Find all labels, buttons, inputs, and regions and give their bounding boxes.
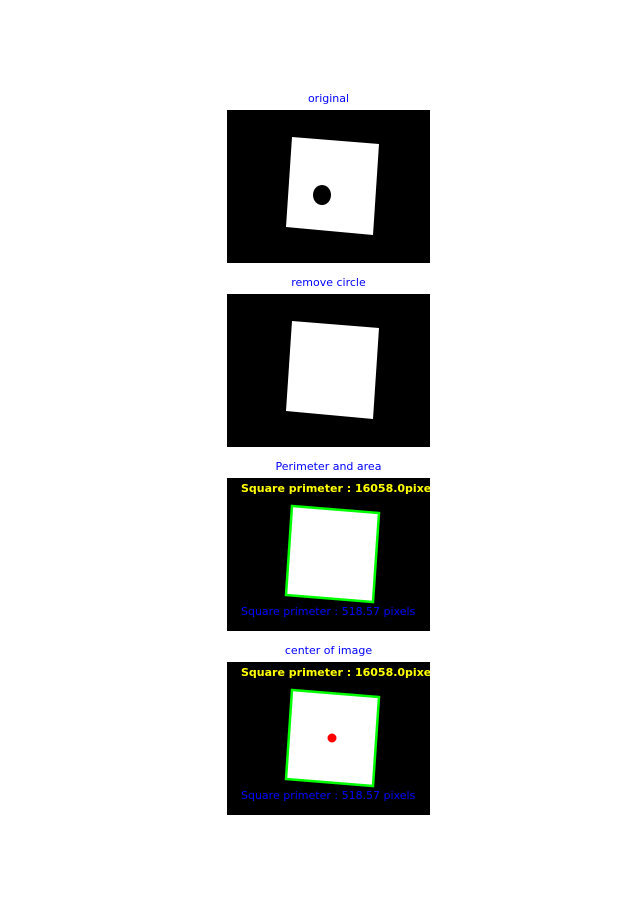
panel-image-remove-circle xyxy=(227,294,430,447)
panel-title-center-of-image: center of image xyxy=(284,644,373,657)
original-image-svg xyxy=(286,137,379,235)
panel-image-original xyxy=(227,110,430,263)
white-square xyxy=(286,137,379,235)
overlay-bottom-text: Square primeter : 518.57 pixels xyxy=(241,605,416,618)
red-centroid-dot xyxy=(327,733,337,743)
panel-image-perimeter-area: Square primeter : 16058.0pixels Square p… xyxy=(227,478,430,631)
center-of-image-svg: Square primeter : 16058.0pixels Square p… xyxy=(241,666,430,802)
panel-title-perimeter-area: Perimeter and area xyxy=(275,460,382,473)
panel-title-remove-circle: remove circle xyxy=(291,276,366,289)
black-circle xyxy=(313,185,331,205)
panel-title-original: original xyxy=(307,92,350,105)
white-square xyxy=(286,321,379,419)
perimeter-area-image-svg: Square primeter : 16058.0pixels Square p… xyxy=(241,482,430,618)
overlay-bottom-text: Square primeter : 518.57 pixels xyxy=(241,789,416,802)
remove-circle-image-svg xyxy=(286,321,379,419)
overlay-top-text: Square primeter : 16058.0pixels xyxy=(241,666,430,679)
panel-image-center-of-image: Square primeter : 16058.0pixels Square p… xyxy=(227,662,430,815)
overlay-top-text: Square primeter : 16058.0pixels xyxy=(241,482,430,495)
white-square xyxy=(284,504,381,604)
